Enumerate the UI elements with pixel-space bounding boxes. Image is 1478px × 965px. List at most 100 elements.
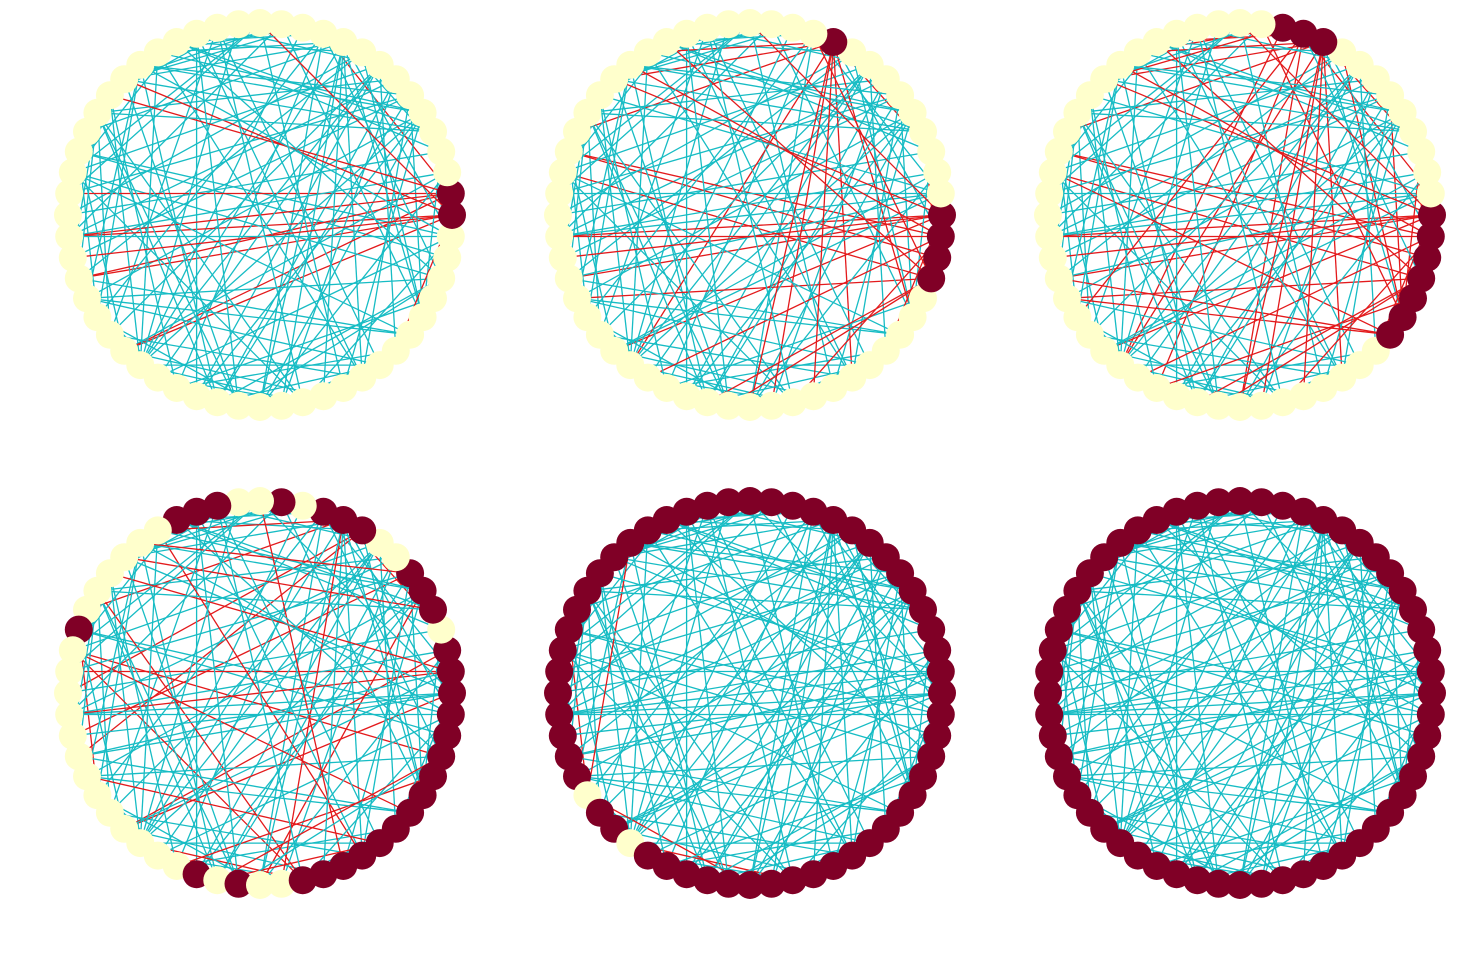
edge: [238, 755, 442, 885]
edge: [770, 556, 887, 885]
edge: [1239, 500, 1433, 694]
inactive-node: [203, 388, 232, 417]
inactive-node: [1035, 179, 1064, 208]
edge: [342, 41, 452, 237]
edge: [1119, 112, 1404, 366]
active-node: [1247, 488, 1276, 517]
edge: [770, 23, 914, 318]
edge: [576, 775, 901, 814]
inactive-node: [757, 391, 786, 420]
active-node: [1038, 636, 1067, 665]
edge: [1196, 505, 1284, 881]
edge: [86, 775, 411, 814]
edge: [1066, 775, 1391, 814]
edge: [558, 78, 887, 238]
active-node: [436, 657, 465, 686]
edge: [749, 171, 938, 408]
edge: [1302, 511, 1422, 757]
edge: [1239, 22, 1324, 389]
edge: [586, 112, 794, 403]
edge: [1196, 572, 1391, 881]
edge: [614, 505, 793, 558]
edge: [123, 556, 240, 885]
edge: [1052, 572, 1391, 737]
edge: [629, 505, 794, 844]
edge: [139, 530, 159, 844]
edge: [176, 519, 434, 611]
inactive-node: [1034, 201, 1062, 229]
edge: [216, 556, 397, 881]
spreading-edge: [140, 542, 411, 574]
edge: [1076, 590, 1220, 885]
active-node: [436, 700, 465, 729]
spreading-edge: [1137, 235, 1432, 379]
network-graph-4: [54, 487, 466, 899]
edge: [1239, 590, 1404, 886]
spreading-edge: [1104, 27, 1283, 80]
active-node: [545, 700, 574, 729]
edge: [157, 542, 381, 856]
edge: [832, 41, 942, 237]
inactive-node: [736, 393, 764, 421]
edge: [259, 112, 424, 408]
edge: [1119, 590, 1404, 844]
active-node: [1247, 869, 1276, 898]
active-node: [736, 871, 764, 899]
inactive-node: [1038, 158, 1067, 187]
inactive-node: [433, 243, 462, 272]
edge: [1119, 24, 1220, 366]
active-node: [693, 866, 722, 895]
inactive-node: [548, 158, 577, 187]
edge: [576, 542, 631, 777]
active-node: [1035, 700, 1064, 729]
edge: [139, 502, 240, 844]
edge: [629, 52, 649, 366]
edge: [96, 590, 218, 881]
edge: [586, 590, 794, 881]
edge: [706, 572, 901, 881]
edge: [576, 519, 834, 611]
edge: [216, 27, 381, 366]
inactive-node: [267, 869, 296, 898]
edge: [1076, 112, 1220, 407]
edge: [1089, 572, 1431, 673]
edge: [176, 519, 442, 757]
edge: [749, 500, 943, 694]
node-layer: [544, 9, 956, 421]
edge: [1196, 27, 1284, 403]
edge: [72, 171, 304, 403]
edge: [1239, 649, 1428, 886]
inactive-node: [288, 491, 317, 520]
spreading-edge: [1239, 22, 1433, 216]
edge: [1260, 501, 1404, 796]
spreading-edge: [72, 572, 411, 737]
edge: [562, 94, 901, 259]
active-node: [714, 488, 743, 517]
edge: [1066, 755, 1422, 777]
edge: [1322, 41, 1432, 237]
edge: [559, 94, 901, 195]
active-node: [438, 201, 466, 229]
active-node: [1268, 13, 1297, 42]
inactive-node: [55, 657, 84, 686]
edge: [770, 501, 914, 796]
edge: [576, 775, 870, 844]
edge: [97, 590, 434, 611]
edge: [587, 590, 924, 611]
network-panel-3: [1000, 0, 1478, 470]
spreading-edge: [576, 41, 834, 133]
spreading-edge: [109, 94, 451, 195]
edge: [322, 33, 442, 279]
edge: [1048, 500, 1241, 672]
network-graph-3: [1034, 9, 1446, 421]
edge: [706, 78, 887, 403]
edge: [1076, 112, 1284, 403]
edge: [1156, 519, 1422, 757]
edge: [157, 41, 344, 54]
edge: [280, 556, 397, 885]
edge: [342, 519, 452, 715]
edge: [1089, 812, 1343, 857]
edge: [322, 41, 344, 397]
edge: [1119, 505, 1284, 844]
